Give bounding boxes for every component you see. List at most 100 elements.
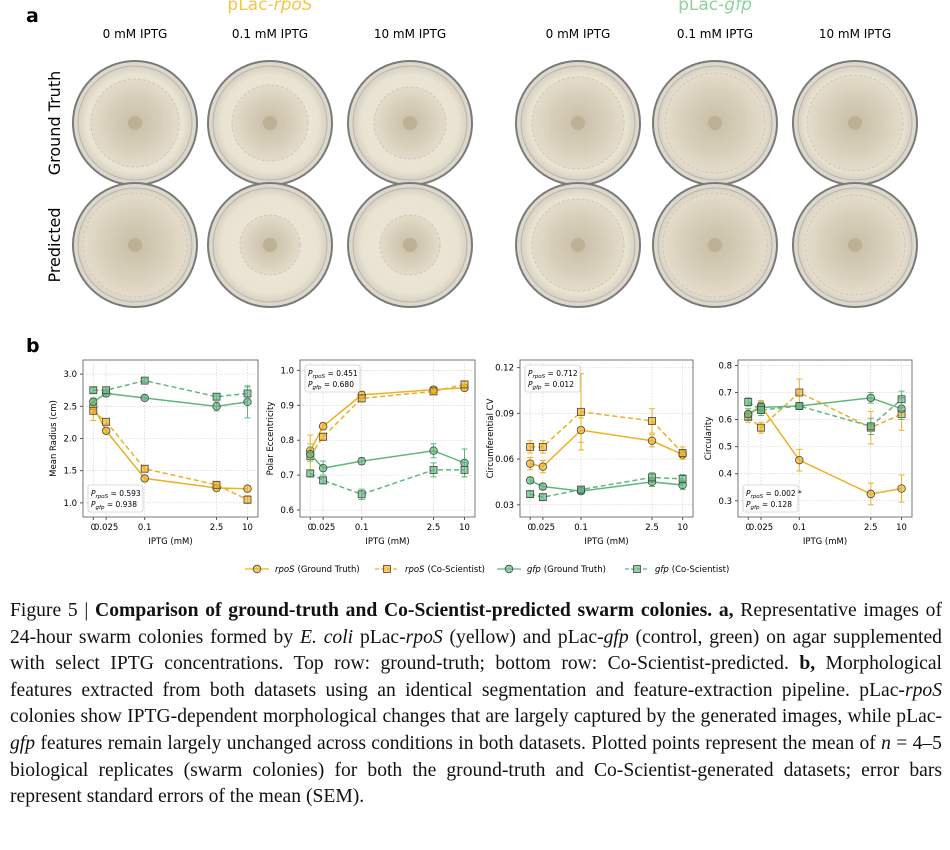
data-point [744, 409, 753, 419]
data-point [647, 436, 657, 445]
x-axis-label: IPTG (mM) [365, 537, 409, 547]
data-point [243, 495, 252, 504]
series-line [309, 383, 465, 457]
x-tick-label: 0.025 [311, 523, 335, 533]
data-point [648, 473, 656, 482]
y-tick-label: 0.6 [280, 506, 294, 516]
colony-center [848, 116, 862, 130]
p-symbol: P [528, 369, 533, 378]
caption-text: b, [799, 653, 816, 675]
x-tick-label: 2.5 [210, 523, 224, 533]
data-point [357, 394, 366, 403]
data-point [89, 386, 98, 395]
legend-marker [383, 565, 391, 573]
p-value: Pgfp = 0.012 [528, 380, 574, 391]
panel-letter: b [26, 335, 40, 357]
y-tick-label: 0.03 [495, 501, 514, 511]
data-point [897, 395, 906, 404]
colony-center [571, 116, 585, 130]
y-tick-label: 0.4 [718, 470, 732, 480]
data-point [538, 442, 547, 451]
data-point [140, 474, 149, 483]
colony-center [403, 116, 417, 130]
caption-text: rpoS [904, 679, 942, 701]
colony-center [571, 238, 585, 252]
x-tick-label: 10 [896, 523, 907, 533]
y-tick-label: 0.6 [718, 416, 732, 426]
colony-center [263, 116, 277, 130]
data-point [460, 380, 469, 389]
legend-gene: gfp [655, 565, 669, 575]
caption-text: Comparison of ground-truth and Co-Scient… [95, 600, 734, 621]
data-point [526, 442, 535, 451]
data-point [102, 386, 111, 395]
data-point [526, 490, 535, 499]
p-value: Pgfp = 0.128 [746, 500, 792, 511]
series-line [747, 398, 903, 428]
x-tick-label: 2.5 [427, 523, 441, 533]
data-point [357, 456, 366, 466]
p-text: = 0.712 [545, 369, 578, 378]
x-axis-label: IPTG (mM) [148, 537, 192, 547]
data-point [319, 432, 328, 441]
strain-label: pLac-gfp [678, 0, 752, 15]
legend-name: (Ground Truth) [544, 565, 606, 575]
y-tick-label: 0.8 [718, 361, 732, 371]
legend-marker [633, 565, 641, 573]
p-text: = 0.680 [321, 380, 354, 389]
data-point [577, 407, 585, 416]
legend-label: gfp (Ground Truth) [527, 565, 606, 575]
y-tick-label: 1.0 [280, 366, 294, 376]
data-point [678, 449, 687, 457]
legend-label: rpoS (Co-Scientist) [405, 565, 485, 575]
y-tick-label: 0.7 [280, 471, 294, 481]
series-line [92, 410, 248, 501]
y-tick-label: 0.8 [280, 436, 294, 446]
data-point [460, 465, 469, 474]
p-subscript: rpoS [313, 374, 326, 380]
caption-text: Representative images of 24-hour swarm c… [10, 600, 942, 648]
data-point [795, 388, 804, 397]
p-symbol: P [528, 380, 533, 389]
p-value: PrpoS = 0.712 [528, 369, 578, 380]
caption-text: rpoS [405, 626, 443, 648]
p-subscript: rpoS [751, 494, 764, 500]
p-value: PrpoS = 0.593 [91, 489, 141, 500]
p-subscript: rpoS [96, 494, 109, 500]
y-tick-label: 1.5 [63, 467, 77, 477]
p-symbol: P [746, 489, 751, 498]
data-point [744, 398, 753, 406]
y-tick-label: 2.5 [63, 402, 77, 412]
p-symbol: P [308, 369, 313, 378]
x-axis-label: IPTG (mM) [803, 537, 847, 547]
condition-label: 0.1 mM IPTG [677, 27, 753, 41]
strain-prefix: pLac- [227, 0, 273, 15]
p-subscript: gfp [313, 385, 322, 391]
data-point [538, 462, 548, 471]
x-tick-label: 0.025 [749, 523, 773, 533]
y-tick-label: 0.12 [495, 364, 514, 374]
data-point [866, 489, 875, 499]
data-point [795, 402, 804, 410]
p-value: Pgfp = 0.680 [308, 380, 354, 391]
caption-text: E. coli [300, 626, 354, 648]
data-point [212, 402, 221, 411]
legend-gene: rpoS [275, 565, 295, 575]
x-tick-label: 10 [677, 523, 688, 533]
y-tick-label: 0.5 [718, 443, 732, 453]
p-value: PrpoS = 0.451 [308, 369, 358, 380]
x-tick-label: 10 [459, 523, 470, 533]
y-tick-label: 0.06 [495, 455, 514, 465]
p-value: PrpoS = 0.002 * [746, 489, 802, 500]
series-line [309, 469, 465, 496]
y-tick-label: 0.3 [718, 497, 732, 507]
x-tick-label: 2.5 [645, 523, 659, 533]
data-point [757, 406, 765, 414]
p-subscript: rpoS [533, 374, 546, 380]
colony-center [263, 238, 277, 252]
x-tick-label: 0.1 [138, 523, 152, 533]
p-text: = 0.012 [541, 380, 574, 389]
caption: Figure 5 | Comparison of ground-truth an… [10, 598, 942, 811]
